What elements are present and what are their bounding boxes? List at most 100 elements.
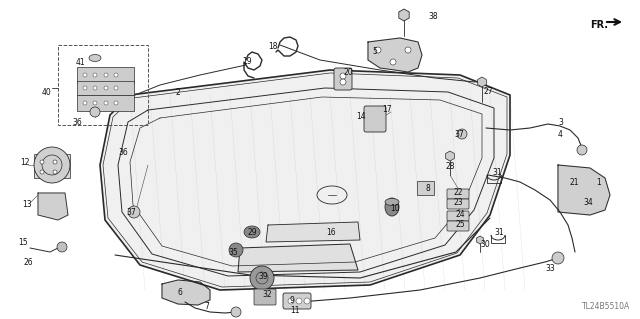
Text: 12: 12 — [20, 158, 29, 167]
Circle shape — [296, 298, 302, 304]
Text: 28: 28 — [446, 162, 456, 171]
FancyBboxPatch shape — [77, 81, 134, 95]
Circle shape — [53, 170, 57, 174]
Text: 22: 22 — [454, 188, 463, 197]
Polygon shape — [162, 280, 210, 305]
Text: FR.: FR. — [590, 20, 608, 30]
Text: 15: 15 — [18, 238, 28, 247]
Circle shape — [93, 86, 97, 90]
Text: 4: 4 — [558, 130, 563, 139]
FancyBboxPatch shape — [417, 181, 434, 195]
Text: 19: 19 — [242, 57, 252, 66]
Text: 30: 30 — [480, 240, 490, 249]
Ellipse shape — [385, 198, 399, 216]
Text: 13: 13 — [22, 200, 31, 209]
Circle shape — [128, 206, 140, 218]
Circle shape — [375, 47, 381, 53]
Circle shape — [83, 86, 87, 90]
Circle shape — [250, 266, 274, 290]
FancyBboxPatch shape — [447, 211, 469, 221]
Text: 29: 29 — [248, 228, 258, 237]
Circle shape — [83, 101, 87, 105]
Text: 41: 41 — [76, 58, 86, 67]
Text: 39: 39 — [258, 272, 268, 281]
Circle shape — [405, 47, 411, 53]
Text: 38: 38 — [428, 12, 438, 21]
Circle shape — [57, 242, 67, 252]
Circle shape — [40, 160, 44, 164]
Text: 7: 7 — [204, 302, 209, 311]
Circle shape — [104, 101, 108, 105]
Text: 16: 16 — [326, 228, 335, 237]
FancyBboxPatch shape — [254, 289, 276, 305]
Circle shape — [288, 298, 294, 304]
Circle shape — [83, 73, 87, 77]
Circle shape — [304, 298, 310, 304]
Polygon shape — [38, 193, 68, 220]
FancyBboxPatch shape — [283, 293, 311, 309]
Circle shape — [53, 160, 57, 164]
Text: 17: 17 — [382, 105, 392, 114]
Circle shape — [340, 73, 346, 79]
Text: 24: 24 — [456, 210, 466, 219]
FancyBboxPatch shape — [77, 67, 134, 83]
Text: 32: 32 — [262, 290, 271, 299]
Text: 26: 26 — [24, 258, 34, 267]
Circle shape — [34, 147, 70, 183]
Polygon shape — [368, 38, 422, 72]
Text: 2: 2 — [176, 88, 180, 97]
Bar — [58, 45, 148, 125]
Polygon shape — [558, 165, 610, 215]
Text: 20: 20 — [344, 68, 354, 77]
Text: 31: 31 — [494, 228, 504, 237]
Circle shape — [93, 73, 97, 77]
Circle shape — [114, 86, 118, 90]
Circle shape — [577, 145, 587, 155]
FancyBboxPatch shape — [447, 189, 469, 199]
FancyBboxPatch shape — [77, 95, 134, 111]
Circle shape — [90, 107, 100, 117]
Text: 1: 1 — [596, 178, 601, 187]
Text: 21: 21 — [570, 178, 579, 187]
Text: 18: 18 — [268, 42, 278, 51]
Circle shape — [231, 307, 241, 317]
Circle shape — [104, 73, 108, 77]
Circle shape — [114, 101, 118, 105]
Text: 36: 36 — [118, 148, 128, 157]
Text: 14: 14 — [356, 112, 365, 121]
Circle shape — [40, 170, 44, 174]
Polygon shape — [238, 244, 358, 272]
Circle shape — [93, 101, 97, 105]
Text: 3: 3 — [558, 118, 563, 127]
Text: 37: 37 — [454, 130, 464, 139]
Ellipse shape — [385, 198, 399, 205]
FancyBboxPatch shape — [447, 221, 469, 231]
Text: 11: 11 — [290, 306, 300, 315]
Polygon shape — [100, 70, 510, 290]
Ellipse shape — [244, 226, 260, 238]
FancyBboxPatch shape — [34, 154, 70, 178]
Circle shape — [114, 73, 118, 77]
Circle shape — [390, 59, 396, 65]
Text: 37: 37 — [126, 208, 136, 217]
Text: 23: 23 — [454, 198, 463, 207]
Text: 5: 5 — [372, 47, 377, 56]
Text: 34: 34 — [583, 198, 593, 207]
Circle shape — [340, 79, 346, 85]
Text: 35: 35 — [228, 248, 237, 257]
Polygon shape — [266, 222, 360, 242]
Text: 8: 8 — [426, 184, 431, 193]
Circle shape — [104, 86, 108, 90]
Text: 27: 27 — [484, 87, 493, 96]
Circle shape — [229, 243, 243, 257]
Text: 9: 9 — [290, 296, 295, 305]
Text: 40: 40 — [42, 88, 52, 97]
Text: TL24B5510A: TL24B5510A — [582, 302, 630, 311]
Text: 6: 6 — [178, 288, 183, 297]
Circle shape — [457, 129, 467, 139]
FancyBboxPatch shape — [447, 199, 469, 209]
Text: 25: 25 — [456, 220, 466, 229]
Text: 10: 10 — [390, 204, 399, 213]
FancyBboxPatch shape — [364, 106, 386, 132]
Text: 33: 33 — [545, 264, 555, 273]
